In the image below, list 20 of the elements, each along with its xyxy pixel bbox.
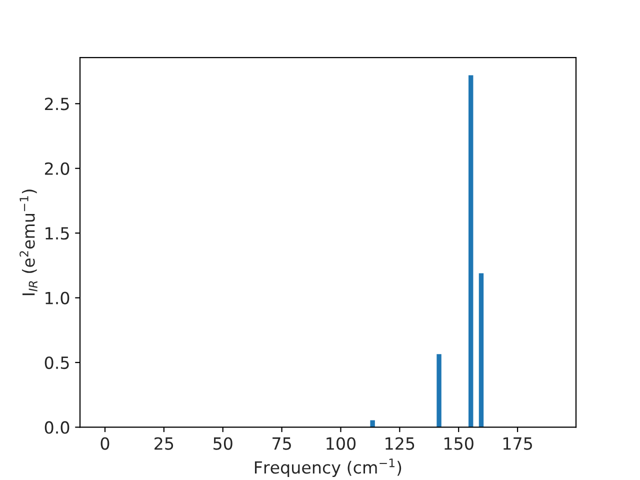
y-tick-label: 2.5: [44, 98, 69, 110]
bar: [468, 75, 474, 428]
x-tick-label: 150: [444, 437, 474, 450]
y-tick-label: 2.0: [44, 162, 70, 175]
x-tick-label: 75: [272, 437, 291, 450]
y-tick-label: 1.5: [46, 227, 69, 240]
x-axis-title: Frequency (cm$^{−1}$): [254, 458, 402, 477]
bar: [370, 420, 375, 428]
x-tick-label: 175: [503, 437, 532, 450]
y-tick-label: 0.5: [44, 356, 69, 370]
y-tick-label: 1.0: [46, 292, 70, 304]
x-tick-label: 0: [100, 437, 110, 450]
x-tick-label: 100: [326, 437, 356, 450]
bar: [436, 354, 442, 428]
x-tick-label: 50: [214, 437, 232, 450]
bar: [478, 273, 484, 428]
x-tick-label: 125: [386, 437, 414, 450]
y-axis-title: I$_{IR}$ (e$^{2}$emu$^{−1}$): [20, 190, 38, 296]
x-tick-label: 25: [154, 437, 174, 450]
y-tick-label: 0.0: [44, 421, 70, 434]
